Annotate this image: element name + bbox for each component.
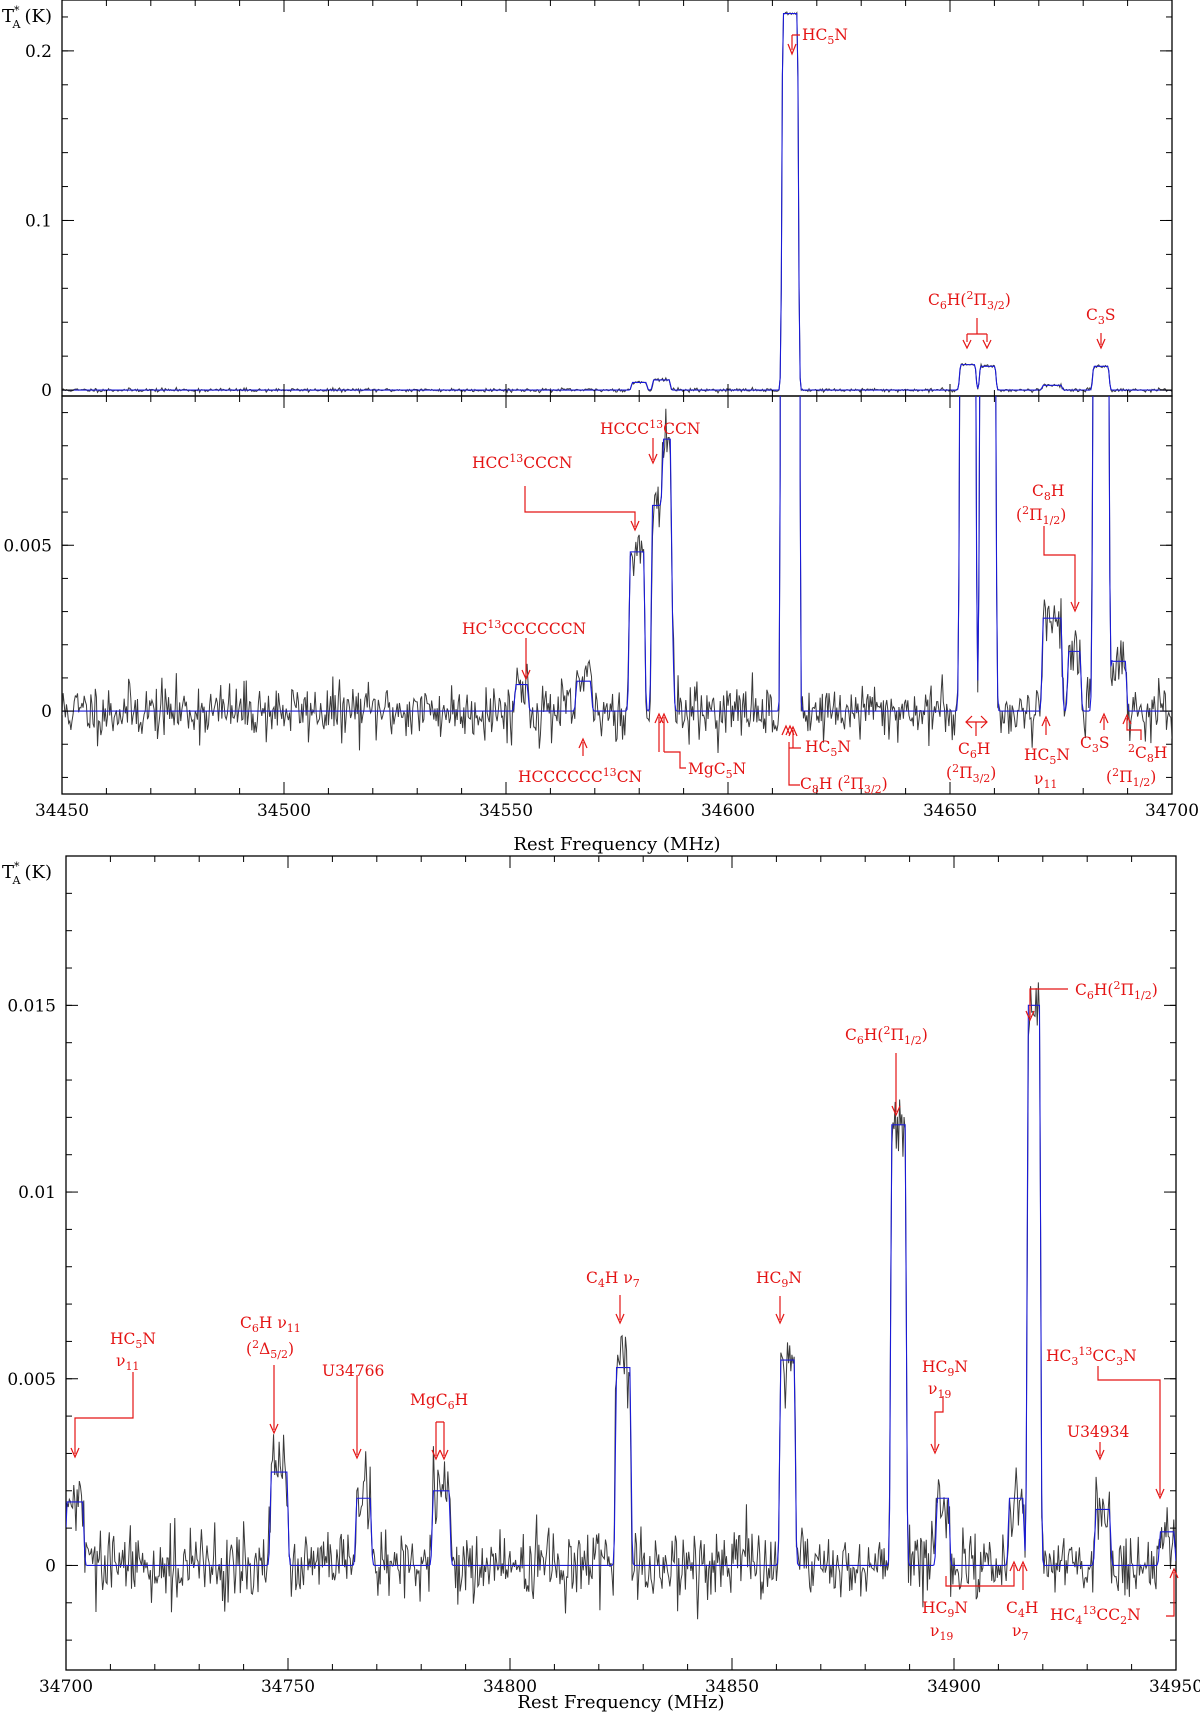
top-x-axis-label: Rest Frequency (MHz) — [513, 834, 720, 855]
label-c8h-lower: C8H (2Π3/2) — [800, 773, 888, 796]
top-upper-annotations: HC5N C6H(2Π3/2) C3S — [787, 26, 1116, 350]
top-upper-panel: 0 0.1 0.2 T* A (K) — [2, 0, 1173, 401]
label-c4h-v7: C4H ν7 — [586, 1269, 640, 1290]
label-hcc13cccn: HCC13CCCN — [472, 452, 572, 472]
top-upper-ytick-label: 0.2 — [25, 42, 52, 62]
bottom-x-ticks: 34700 34750 34800 34850 34900 34950 — [39, 856, 1200, 1697]
top-lower-panel: 0 0.005 34450 34500 34550 34600 34650 34700 Re… — [3, 395, 1199, 855]
bottom-x-axis-label: Rest Frequency (MHz) — [517, 1692, 724, 1713]
label-hc4-13cc2n: HC413CC2N — [1050, 1604, 1141, 1627]
top-y-axis-label: T* A (K) — [2, 4, 52, 31]
top-upper-y-ticks: 0 0.1 0.2 — [25, 16, 1172, 401]
bottom-xtick-label: 34850 — [705, 1677, 759, 1697]
bottom-observed-spectrum — [66, 982, 1176, 1620]
top-lower-xtick-label: 34600 — [701, 801, 755, 821]
label-c8h-right: C8H — [1032, 482, 1064, 503]
bottom-y-axis-label: T* A (K) — [2, 860, 52, 887]
label-hc9n-v19-upper: HC9N — [922, 1358, 968, 1379]
label-c6h-2pi32-top: C6H(2Π3/2) — [928, 289, 1011, 312]
label-u34766: U34766 — [322, 1362, 384, 1380]
bottom-ytick-label: 0.01 — [18, 1183, 56, 1203]
label-mgc6h: MgC6H — [410, 1391, 468, 1412]
label-hc3-13cc3n: HC313CC3N — [1046, 1345, 1137, 1368]
label-c6h-2pi12-right: C6H(2Π1/2) — [1075, 979, 1158, 1002]
label-hc13ccccccn: HC13CCCCCCN — [462, 618, 586, 638]
label-hc5n-top: HC5N — [802, 26, 848, 47]
bottom-spectrum-figure: 0 0.005 0.01 0.015 34700 34750 34800 34850 3490… — [2, 855, 1200, 1713]
bottom-model-spectrum — [66, 1004, 1176, 1566]
top-lower-observed-spectrum — [62, 396, 1172, 754]
top-lower-xtick-label: 34700 — [1145, 801, 1199, 821]
top-lower-xtick-label: 34650 — [923, 801, 977, 821]
label-2c8h-lower: 2C8H — [1128, 742, 1167, 765]
label-u34934: U34934 — [1067, 1423, 1130, 1441]
label-hc5n-v11-bottom-mode: ν11 — [116, 1352, 139, 1373]
bottom-frame — [65, 855, 1177, 1671]
bottom-xtick-label: 34800 — [483, 1677, 537, 1697]
top-lower-frame — [61, 395, 1173, 795]
top-lower-xtick-label: 34450 — [35, 801, 89, 821]
bottom-xtick-label: 34900 — [927, 1677, 981, 1697]
bottom-y-ticks: 0 0.005 0.01 0.015 — [7, 892, 1176, 1641]
label-c4h-lower-mode: ν7 — [1012, 1622, 1028, 1643]
top-lower-xtick-label: 34500 — [257, 801, 311, 821]
top-upper-model-spectrum — [62, 13, 1172, 391]
label-c3s-top: C3S — [1086, 306, 1116, 327]
bottom-annotations: HC5N ν11 C6H ν11 (2Δ5/2) U34766 MgC6H C4… — [70, 979, 1179, 1643]
top-spectrum-figure: 0 0.1 0.2 T* A (K) 0 0.005 34450 34500 34550 346… — [2, 0, 1199, 855]
top-lower-annotations: HCC13CCCN HCCC13CCN HC13CCCCCCN C8H (2Π1… — [462, 418, 1167, 796]
top-upper-traces — [62, 11, 1172, 395]
top-upper-observed-spectrum — [62, 11, 1172, 395]
label-2c8h-lower-state: (2Π1/2) — [1106, 766, 1156, 789]
label-c6h-lower-state: (2Π3/2) — [946, 762, 996, 785]
top-lower-ytick-label: 0.005 — [3, 536, 52, 556]
top-lower-traces — [62, 396, 1172, 754]
label-c6h-v11-state: (2Δ5/2) — [246, 1338, 294, 1361]
top-upper-frame — [61, 0, 1173, 397]
label-c4h-lower: C4H — [1006, 1599, 1038, 1620]
label-c6h-2pi12-left: C6H(2Π1/2) — [845, 1024, 928, 1047]
bottom-ytick-label: 0.005 — [7, 1370, 56, 1390]
label-c3s-lower: C3S — [1080, 734, 1110, 755]
bottom-ytick-label: 0.015 — [7, 996, 56, 1016]
top-lower-model-spectrum — [62, 396, 1172, 712]
label-hc5n-lower: HC5N — [805, 738, 851, 759]
top-upper-ytick-label: 0.1 — [25, 211, 52, 231]
top-upper-ytick-label: 0 — [41, 381, 52, 401]
label-hcccccc13cn: HCCCCCC13CN — [518, 766, 642, 786]
top-upper-x-ticks — [61, 0, 1173, 396]
label-c6h-lower: C6H — [958, 740, 990, 761]
label-hccc13ccn: HCCC13CCN — [600, 418, 700, 438]
label-hc9n-v19-lower: HC9N — [922, 1599, 968, 1620]
top-lower-x-ticks: 34450 34500 34550 34600 34650 34700 — [35, 396, 1199, 821]
label-hc9n-v19-upper-mode: ν19 — [928, 1380, 951, 1401]
bottom-ytick-label: 0 — [45, 1556, 56, 1576]
bottom-xtick-label: 34750 — [261, 1677, 315, 1697]
label-c8h-right-state: (2Π1/2) — [1016, 504, 1066, 527]
bottom-traces — [66, 982, 1176, 1620]
label-hc5n-v11-top: HC5N — [1024, 746, 1070, 767]
label-c6h-v11: C6H ν11 — [240, 1314, 301, 1335]
label-mgc5n: MgC5N — [688, 760, 746, 781]
top-lower-ytick-label: 0 — [41, 702, 52, 722]
top-lower-y-ticks: 0 0.005 — [3, 412, 1172, 778]
label-hc5n-v11-top-mode: ν11 — [1034, 770, 1057, 791]
bottom-xtick-label: 34700 — [39, 1677, 93, 1697]
bottom-xtick-label: 34950 — [1149, 1677, 1200, 1697]
label-hc5n-v11-bottom: HC5N — [110, 1330, 156, 1351]
label-hc9n-main: HC9N — [756, 1269, 802, 1290]
top-lower-xtick-label: 34550 — [479, 801, 533, 821]
label-hc9n-v19-lower-mode: ν19 — [930, 1622, 953, 1643]
